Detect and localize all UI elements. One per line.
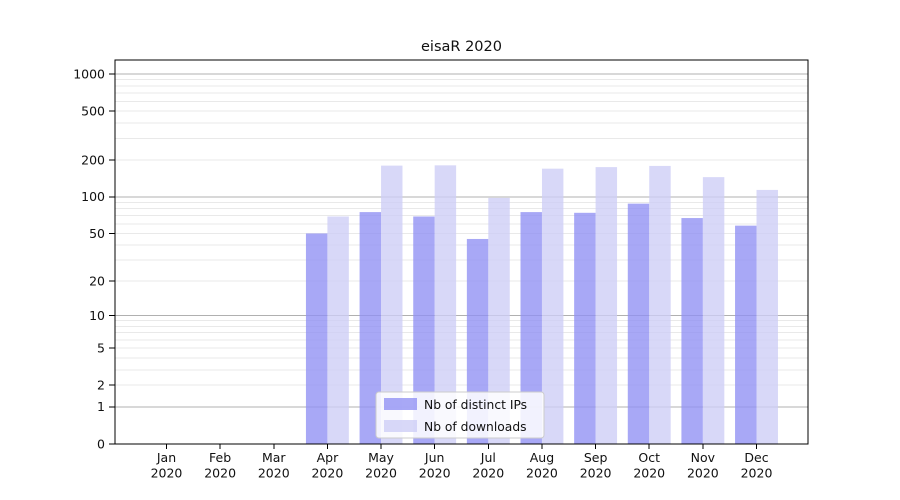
- legend-label-downloads: Nb of downloads: [424, 420, 527, 434]
- x-tick-label-feb: Feb 2020: [204, 450, 236, 481]
- series-downloads: [327, 165, 778, 445]
- x-tick-month: Jul: [480, 450, 496, 465]
- y-tick-label: 1: [97, 399, 105, 414]
- legend-label-distinct-ips: Nb of distinct IPs: [424, 398, 527, 412]
- x-tick-label-mar: Mar 2020: [258, 450, 290, 481]
- y-tick-label: 5: [97, 340, 105, 355]
- bar-downloads-jul: [488, 197, 510, 444]
- bar-distinct-ips-oct: [627, 203, 650, 444]
- legend-swatch-distinct-ips: [384, 398, 417, 410]
- x-tick-label-may: May 2020: [365, 450, 397, 481]
- x-tick-label-oct: Oct 2020: [633, 450, 665, 481]
- y-tick-label: 50: [89, 226, 105, 241]
- y-tick-label: 10: [89, 308, 105, 323]
- y-tick-label: 500: [81, 103, 105, 118]
- legend-swatch-downloads: [384, 420, 417, 432]
- bar-downloads-nov: [702, 177, 725, 445]
- x-tick-label-dec: Dec 2020: [741, 450, 773, 481]
- x-tick-month: Nov: [691, 450, 716, 465]
- x-tick-label-nov: Nov 2020: [687, 450, 719, 481]
- y-tick-label: 200: [81, 152, 105, 167]
- bar-distinct-ips-jun: [413, 216, 435, 444]
- y-tick-label: 1000: [73, 66, 105, 81]
- x-tick-month: Jan: [156, 450, 176, 465]
- x-tick-year: 2020: [151, 466, 183, 481]
- x-tick-label-apr: Apr 2020: [311, 450, 343, 481]
- legend-box: [375, 391, 545, 439]
- bar-downloads-aug: [541, 168, 564, 445]
- bar-downloads-dec: [756, 189, 778, 444]
- bar-distinct-ips-may: [359, 212, 382, 444]
- x-tick-month: Jun: [424, 450, 445, 465]
- x-tick-year: 2020: [311, 466, 343, 481]
- x-tick-label-jul: Jul 2020: [472, 450, 504, 481]
- bars: [305, 165, 778, 445]
- x-tick-label-jan: Jan 2020: [151, 450, 183, 481]
- bar-distinct-ips-dec: [735, 225, 757, 444]
- bar-distinct-ips-aug: [520, 212, 542, 444]
- x-tick-year: 2020: [258, 466, 290, 481]
- x-tick-month: Aug: [530, 450, 554, 465]
- x-tick-month: Feb: [209, 450, 231, 465]
- x-tick-month: Apr: [317, 450, 339, 465]
- x-tick-year: 2020: [472, 466, 504, 481]
- bar-distinct-ips-sep: [574, 212, 596, 444]
- series-distinct-ips: [305, 203, 757, 444]
- y-tick-label: 0: [97, 436, 105, 451]
- x-tick-year: 2020: [419, 466, 451, 481]
- x-tick-year: 2020: [204, 466, 236, 481]
- y-tick-label: 20: [89, 273, 105, 288]
- x-tick-month: Sep: [584, 450, 608, 465]
- legend: Nb of distinct IPs Nb of downloads: [375, 391, 545, 439]
- plot-border: [114, 59, 809, 445]
- x-tick-year: 2020: [741, 466, 773, 481]
- y-tick-label: 2: [97, 377, 105, 392]
- bar-distinct-ips-apr: [305, 233, 328, 444]
- bar-downloads-sep: [595, 167, 618, 445]
- bar-downloads-jun: [434, 165, 457, 444]
- x-tick-month: Mar: [262, 450, 286, 465]
- x-tick-month: May: [368, 450, 394, 465]
- x-tick-year: 2020: [365, 466, 397, 481]
- x-tick-year: 2020: [526, 466, 558, 481]
- bar-downloads-apr: [327, 216, 349, 444]
- y-tick-label: 100: [81, 189, 105, 204]
- x-tick-year: 2020: [687, 466, 719, 481]
- bar-downloads-oct: [649, 165, 671, 444]
- x-tick-year: 2020: [633, 466, 665, 481]
- x-tick-month: Dec: [744, 450, 768, 465]
- bar-distinct-ips-nov: [681, 218, 703, 444]
- x-tick-label-jun: Jun 2020: [419, 450, 451, 481]
- x-tick-label-sep: Sep 2020: [580, 450, 612, 481]
- chart-title: eisaR 2020: [421, 39, 502, 55]
- x-tick-month: Oct: [638, 450, 660, 465]
- x-tick-label-aug: Aug 2020: [526, 450, 558, 481]
- bar-downloads-may: [381, 165, 403, 444]
- x-tick-year: 2020: [580, 466, 612, 481]
